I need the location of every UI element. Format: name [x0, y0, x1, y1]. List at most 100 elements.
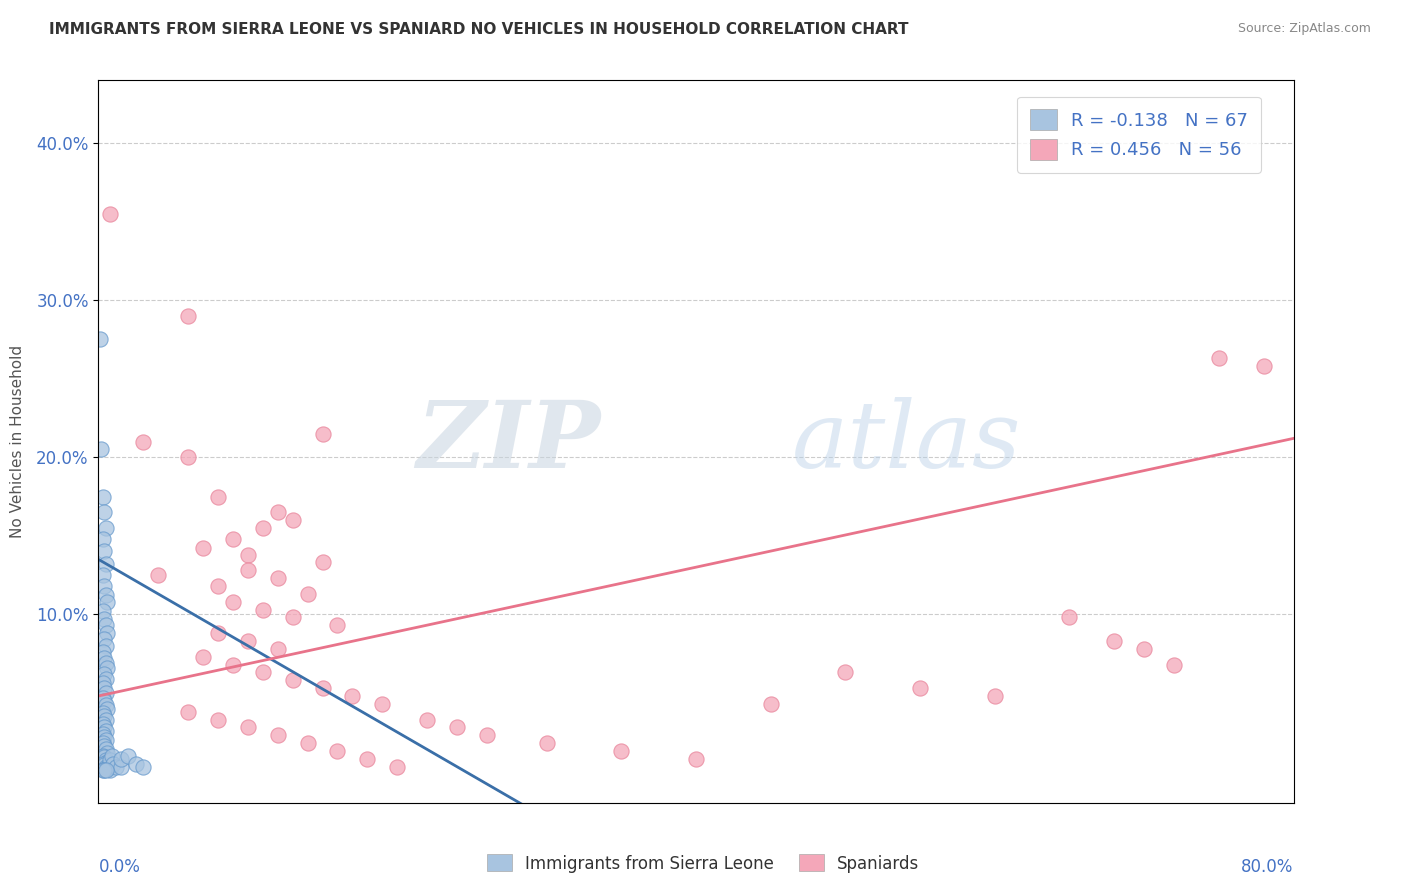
- Point: [385, 760, 409, 774]
- Point: [297, 587, 319, 601]
- Point: [105, 760, 128, 774]
- Point: [222, 595, 245, 609]
- Point: [252, 602, 274, 616]
- Point: [98, 763, 122, 777]
- Point: [94, 763, 117, 777]
- Point: [177, 450, 200, 465]
- Point: [93, 612, 115, 626]
- Point: [110, 760, 132, 774]
- Point: [90, 442, 112, 457]
- Point: [207, 490, 229, 504]
- Point: [93, 730, 115, 744]
- Point: [356, 752, 378, 766]
- Point: [91, 490, 114, 504]
- Point: [101, 748, 124, 763]
- Point: [94, 672, 117, 686]
- Text: 0.0%: 0.0%: [98, 858, 141, 876]
- Point: [94, 753, 117, 767]
- Point: [207, 713, 229, 727]
- Point: [191, 541, 214, 556]
- Point: [93, 720, 115, 734]
- Point: [91, 706, 114, 721]
- Point: [94, 639, 117, 653]
- Text: IMMIGRANTS FROM SIERRA LEONE VS SPANIARD NO VEHICLES IN HOUSEHOLD CORRELATION CH: IMMIGRANTS FROM SIERRA LEONE VS SPANIARD…: [49, 22, 908, 37]
- Point: [93, 681, 115, 695]
- Point: [96, 761, 118, 775]
- Point: [91, 727, 114, 741]
- Text: ZIP: ZIP: [416, 397, 600, 486]
- Point: [1104, 634, 1126, 648]
- Point: [311, 556, 333, 570]
- Point: [252, 665, 274, 680]
- Point: [93, 544, 115, 558]
- Text: 80.0%: 80.0%: [1241, 858, 1294, 876]
- Point: [94, 521, 117, 535]
- Point: [311, 426, 333, 441]
- Point: [267, 728, 290, 742]
- Point: [93, 763, 115, 777]
- Point: [311, 681, 333, 695]
- Point: [446, 720, 468, 734]
- Legend: R = -0.138   N = 67, R = 0.456   N = 56: R = -0.138 N = 67, R = 0.456 N = 56: [1017, 96, 1261, 172]
- Point: [94, 557, 117, 571]
- Point: [91, 763, 114, 777]
- Point: [207, 579, 229, 593]
- Point: [93, 739, 115, 754]
- Point: [1253, 359, 1275, 373]
- Point: [93, 694, 115, 708]
- Point: [91, 676, 114, 690]
- Point: [191, 649, 214, 664]
- Point: [97, 758, 120, 772]
- Point: [93, 579, 115, 593]
- Point: [89, 333, 111, 347]
- Point: [93, 651, 115, 665]
- Point: [93, 667, 115, 681]
- Legend: Immigrants from Sierra Leone, Spaniards: Immigrants from Sierra Leone, Spaniards: [479, 847, 927, 880]
- Point: [252, 521, 274, 535]
- Point: [475, 728, 498, 742]
- Point: [96, 746, 118, 760]
- Point: [94, 733, 117, 747]
- Point: [94, 698, 117, 713]
- Point: [93, 709, 115, 723]
- Point: [94, 686, 117, 700]
- Point: [236, 634, 259, 648]
- Point: [93, 758, 115, 772]
- Point: [91, 717, 114, 731]
- Point: [94, 618, 117, 632]
- Point: [91, 748, 114, 763]
- Point: [132, 434, 155, 449]
- Point: [984, 689, 1007, 703]
- Point: [371, 697, 394, 711]
- Point: [326, 618, 349, 632]
- Point: [91, 604, 114, 618]
- Point: [281, 610, 304, 624]
- Point: [281, 673, 304, 688]
- Point: [177, 309, 200, 323]
- Point: [98, 753, 122, 767]
- Point: [98, 207, 122, 221]
- Point: [222, 532, 245, 546]
- Point: [236, 548, 259, 562]
- Point: [94, 713, 117, 727]
- Point: [267, 505, 290, 519]
- Point: [91, 568, 114, 582]
- Point: [342, 689, 364, 703]
- Point: [1163, 657, 1185, 672]
- Point: [117, 748, 139, 763]
- Point: [110, 752, 132, 766]
- Point: [94, 760, 117, 774]
- Text: atlas: atlas: [792, 397, 1021, 486]
- Point: [94, 589, 117, 603]
- Point: [96, 755, 118, 769]
- Point: [416, 713, 439, 727]
- Point: [93, 750, 115, 764]
- Point: [132, 760, 155, 774]
- Point: [91, 532, 114, 546]
- Y-axis label: No Vehicles in Household: No Vehicles in Household: [10, 345, 25, 538]
- Point: [536, 736, 558, 750]
- Point: [610, 744, 633, 758]
- Point: [96, 626, 118, 640]
- Point: [267, 571, 290, 585]
- Point: [297, 736, 319, 750]
